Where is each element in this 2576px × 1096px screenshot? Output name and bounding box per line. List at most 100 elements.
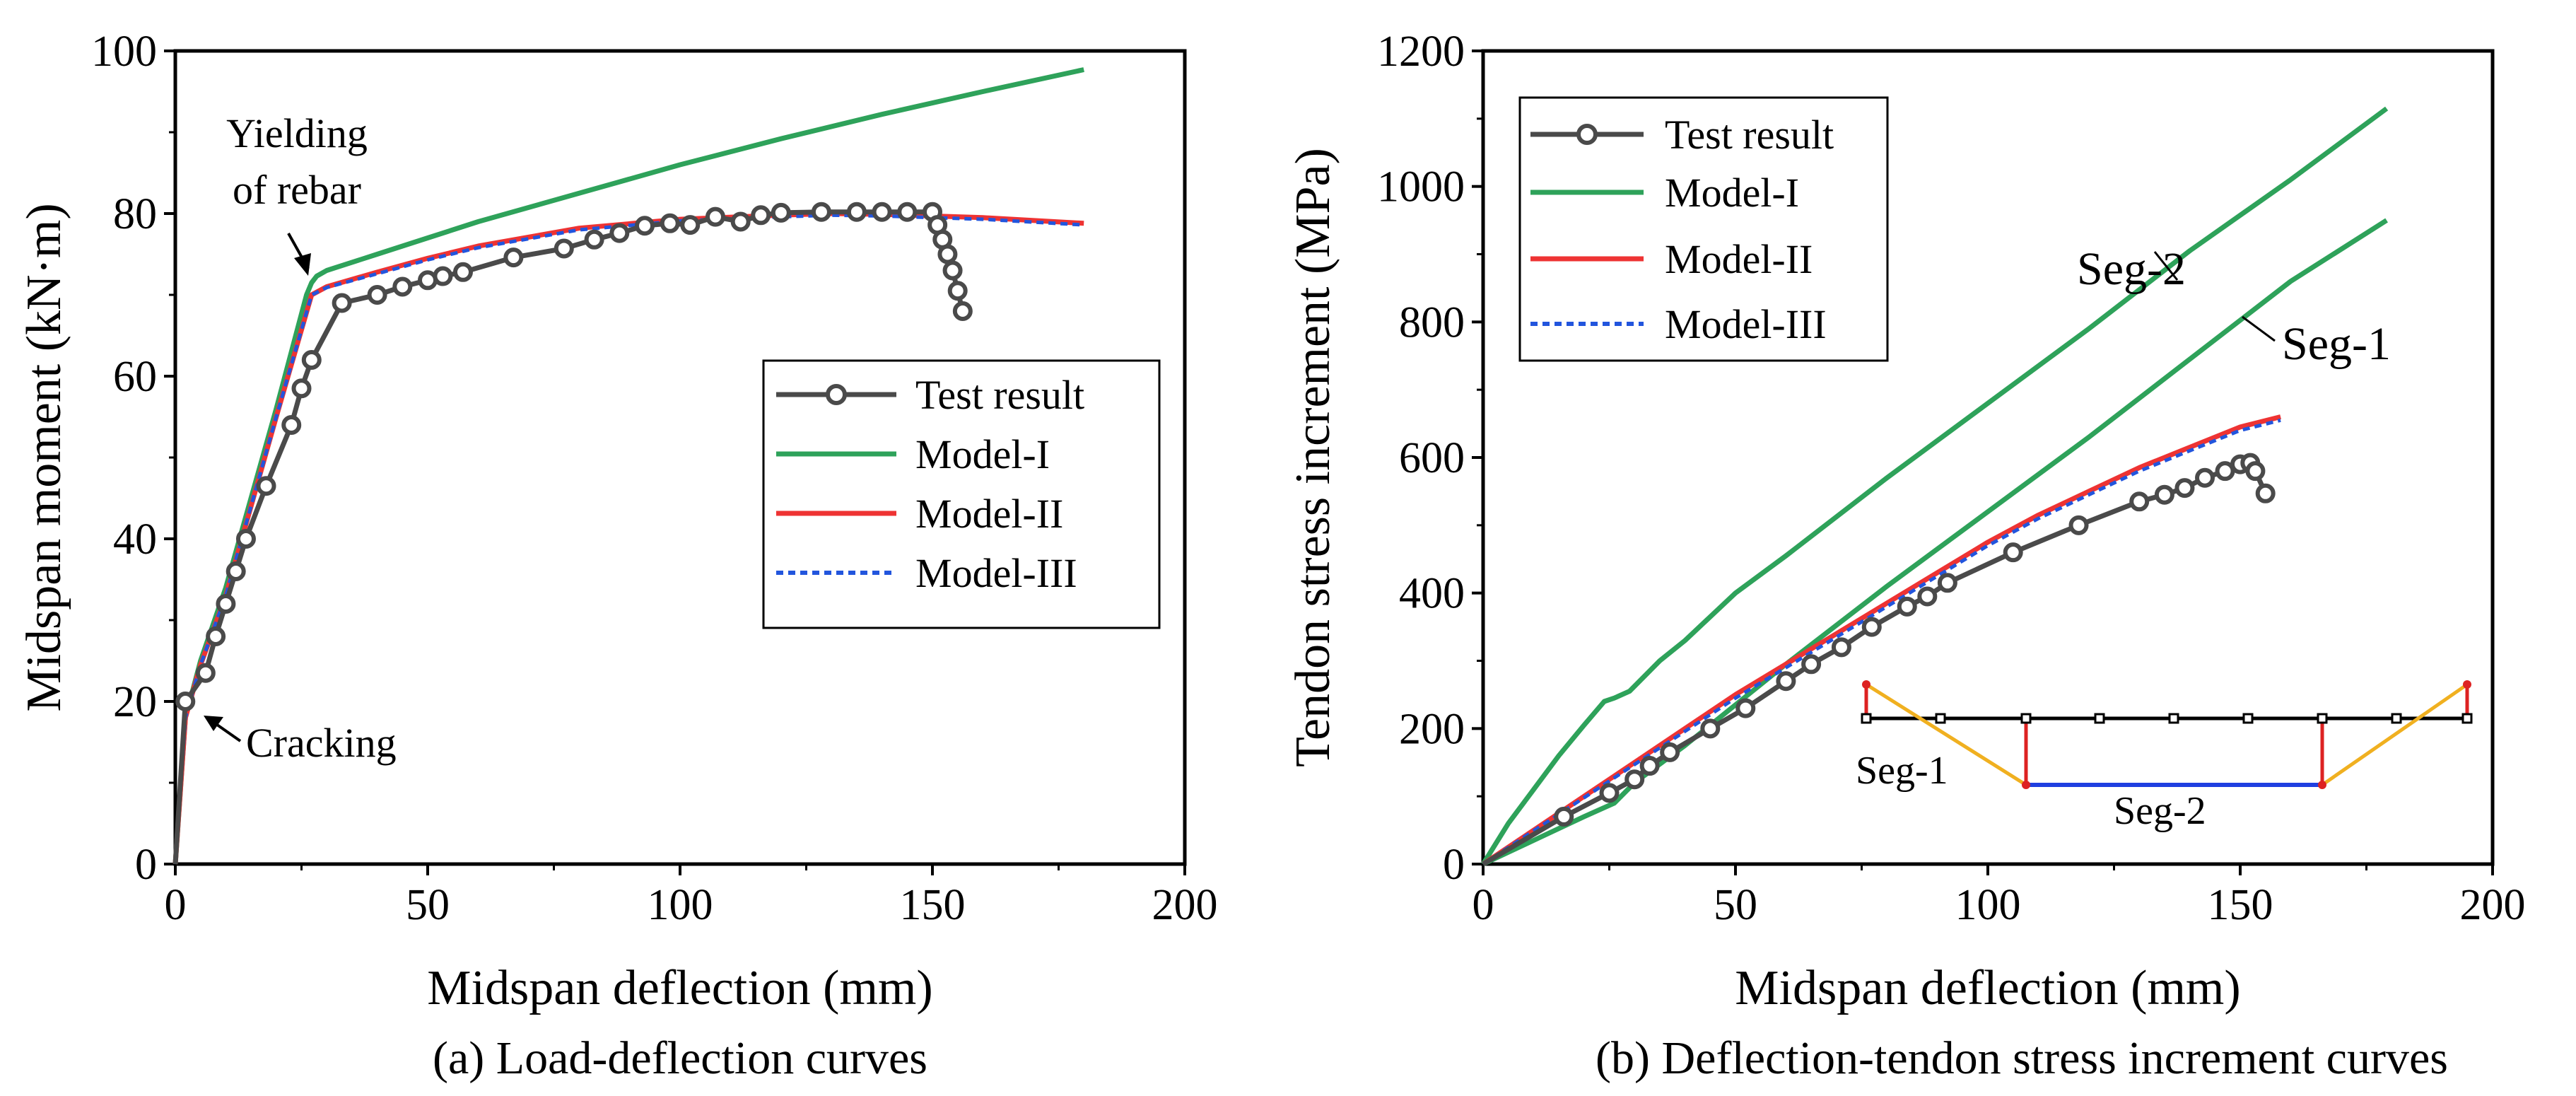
legend-b-test-marker [1576,124,1598,145]
yielding-arrowhead [294,253,311,276]
plot-b-series [1481,106,2389,867]
annotation-cracking: Cracking [246,720,397,766]
seg2-leader-line [2153,251,2179,281]
plot-a-xtick-label-4: 200 [1152,881,1218,929]
inset-beam-nodes [1861,713,2473,724]
plot-b-xtick-label-2: 100 [1955,881,2021,929]
plot-a-test-point-17 [503,247,524,268]
plot-b-test-point-24 [2245,461,2266,482]
plot-a-test-point-6 [235,529,256,549]
legend-a-model2-label: Model-II [915,491,1063,537]
plot-a-test-point-2 [195,663,216,683]
plot-a-test-point-23 [680,215,701,235]
plot-b-ytick-label-1: 200 [1399,705,1465,753]
plot-a-ytick-label-3: 60 [113,353,157,401]
plot-a-xtick-label-2: 100 [648,881,713,929]
plot-a-xtick-label-0: 0 [165,881,187,929]
plot-a-test-point-21 [635,216,655,236]
plot-b-y-label: Tendon stress increment (MPa) [1286,148,1340,767]
plot-b-ytick-label-4: 800 [1399,298,1465,346]
plot-b-test-point-11 [1861,617,1882,637]
plot-a-ytick-label-5: 100 [91,28,157,76]
plot-b-test-point-2 [1599,783,1620,803]
legend-a-test-marker [826,384,847,405]
plot-a-test-point-35 [937,244,958,264]
inset-node-right [2318,781,2326,789]
plot-b-test-point-17 [2129,491,2150,512]
plot-a-test-point-38 [952,301,973,321]
plot-a-test-point-1 [175,692,196,711]
inset-node-left [2022,781,2030,789]
plot-a-test-point-13 [392,276,413,297]
plot-a-test-point-5 [226,561,246,581]
chart-panel-b: 0 50 100 150 200 0 200 400 600 800 1000 1200 Midspa… [1286,28,2526,1084]
plot-b-axis-ticks: 0 50 100 150 200 0 200 400 600 800 1000 1200 [1377,28,2526,929]
plot-b-ytick-label-5: 1000 [1377,163,1465,211]
inset-beam-node-1 [1935,713,1946,724]
plot-b-caption: (b) Deflection-tendon stress increment c… [1596,1032,2448,1084]
plot-a-caption: (a) Load-deflection curves [433,1032,927,1084]
plot-a-test-point-9 [291,378,312,399]
plot-b-test-point-9 [1801,654,1822,675]
annotation-yielding-line2: of rebar [233,167,361,213]
plot-a-test-point-26 [751,205,771,226]
plot-b-test-point-8 [1776,671,1796,692]
plot-a-axis-ticks: 0 50 100 150 200 0 20 40 60 80 100 [91,28,1218,929]
plot-a-y-label: Midspan moment (kN·m) [17,203,71,711]
plot-a-test-point-24 [705,206,725,227]
plot-a-test-point-20 [609,223,630,243]
legend-b-model1-label: Model-I [1665,170,1799,216]
plot-b-series-model-iii [1482,418,2281,866]
plot-b-xtick-label-4: 200 [2460,881,2526,929]
plot-b-test-point-16 [2068,515,2089,535]
plot-a-xtick-label-3: 150 [900,881,966,929]
plot-b-test-point-19 [2174,478,2195,499]
plot-b-ytick-label-3: 600 [1399,434,1465,482]
plot-a-test-point-36 [942,260,963,281]
plot-a-test-point-11 [332,293,352,313]
plot-a-ytick-label-2: 40 [113,515,157,564]
plot-b-legend: Test result Model-I Model-II Model-III [1518,96,1889,362]
plot-a-test-point-22 [660,213,680,233]
plot-b-test-point-14 [1937,573,1957,593]
plot-a-test-point-7 [256,476,276,496]
plot-b-test-point-12 [1897,596,1917,617]
plot-a-test-point-29 [846,202,867,222]
plot-b-test-point-25 [2255,483,2276,503]
plot-b-test-point-18 [2154,484,2174,505]
plot-b-xtick-label-1: 50 [1714,881,1757,929]
plot-b-test-point-13 [1917,586,1938,607]
plot-a-series [172,67,1084,865]
plot-a-test-point-15 [433,266,453,286]
tendon-layout-inset: Seg-1 Seg-2 [1856,680,2473,833]
inset-beam-node-5 [2242,713,2254,724]
legend-b-test-label: Test result [1665,112,1834,158]
legend-b-model3-label: Model-III [1665,301,1827,347]
plot-a-xtick-label-1: 50 [406,881,450,929]
plot-a-test-point-37 [947,281,968,301]
inset-beam-node-0 [1861,713,1872,724]
cracking-arrowhead [204,716,223,731]
inset-anchor-left [1862,680,1870,689]
plot-a-test-point-8 [281,415,302,435]
legend-b-model2-label: Model-II [1665,236,1813,282]
plot-a-ytick-label-4: 80 [113,190,157,238]
plot-b-series-model-i-seg-2 [1481,106,2389,865]
plot-a-test-point-31 [897,202,918,222]
inset-beam-node-3 [2094,713,2105,724]
plot-b-test-point-20 [2195,467,2215,488]
plot-a-legend: Test result Model-I Model-II Model-III [762,359,1161,629]
inset-beam-node-2 [2020,713,2032,724]
plot-b-xtick-label-0: 0 [1473,881,1494,929]
inset-beam-node-4 [2168,713,2179,724]
inset-anchor-right [2463,680,2471,689]
plot-a-test-point-16 [452,262,473,282]
plot-b-test-point-1 [1554,806,1574,827]
chart-panel-a: 0 50 100 150 200 0 20 40 60 80 100 Midspan deflect… [17,28,1218,1084]
legend-a-model3-label: Model-III [915,550,1077,596]
annotation-seg1: Seg-1 [2282,318,2391,370]
inset-seg2-label: Seg-2 [2114,789,2206,833]
plot-a-test-point-27 [771,202,791,223]
plot-a-test-point-18 [554,238,574,259]
